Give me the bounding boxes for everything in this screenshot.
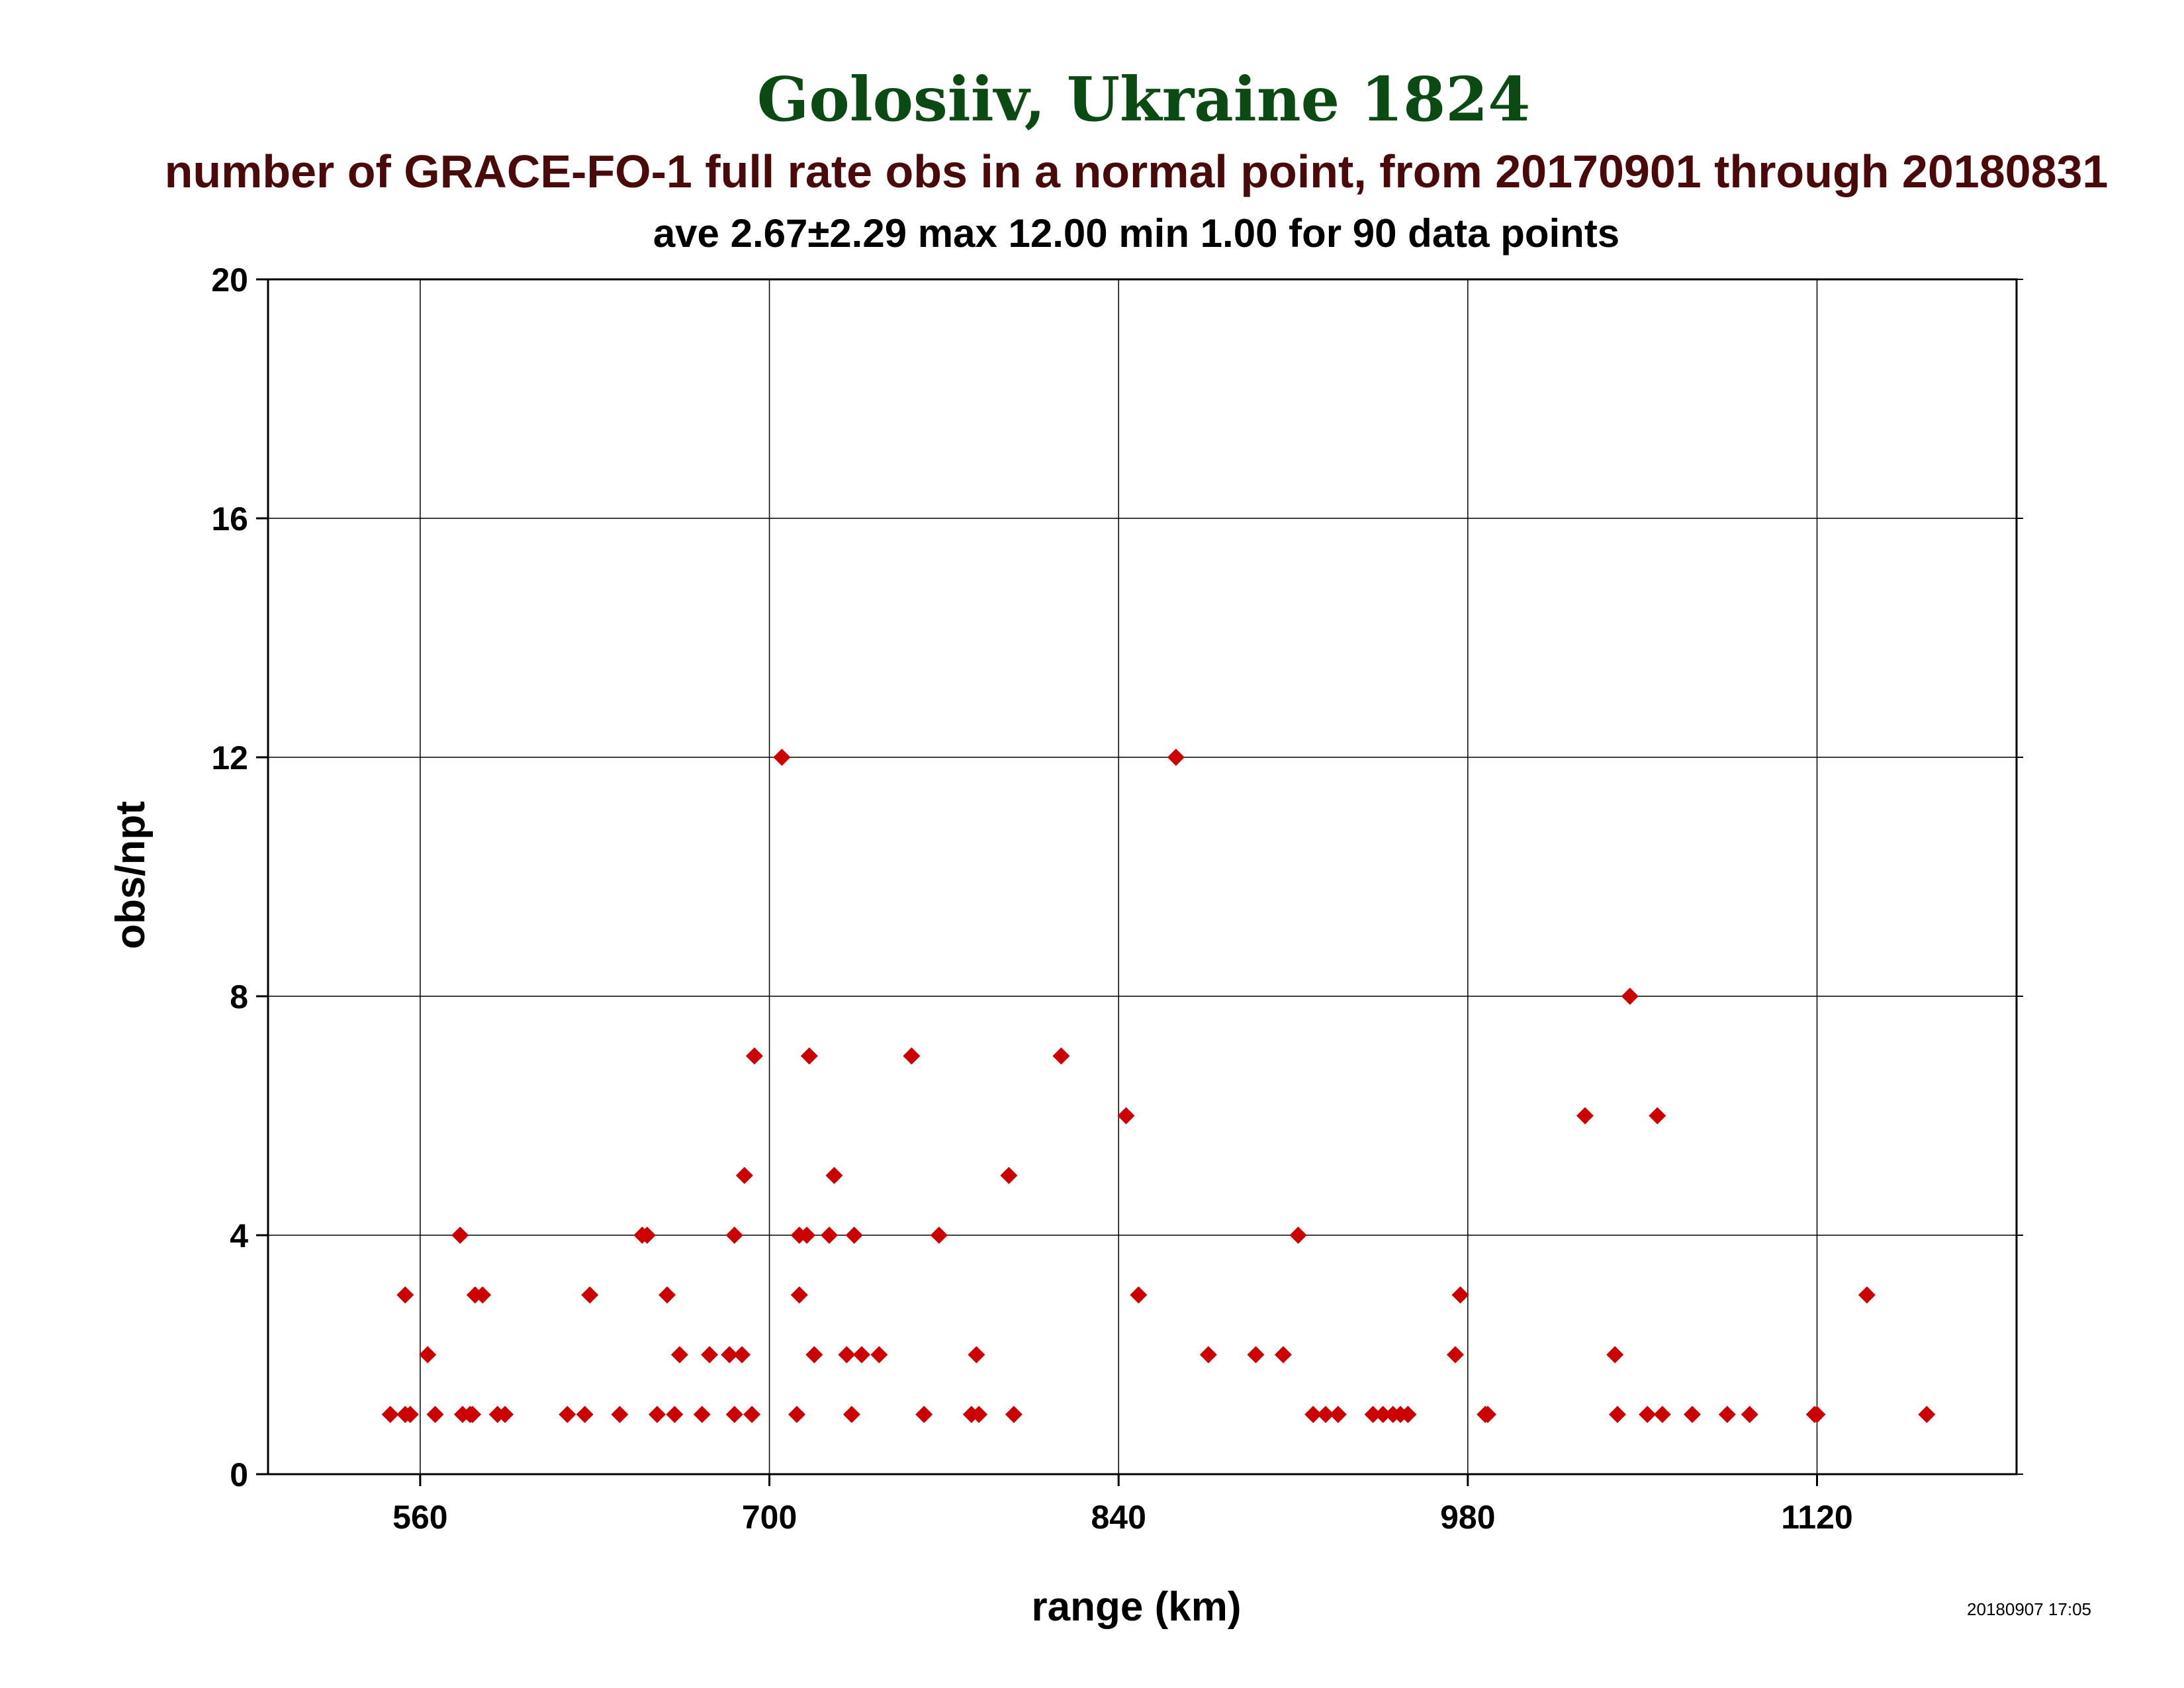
data-point — [1451, 1286, 1469, 1304]
data-point — [1274, 1346, 1292, 1364]
data-point — [474, 1286, 492, 1304]
data-point — [581, 1286, 599, 1304]
data-point — [648, 1405, 666, 1423]
data-point — [1479, 1405, 1496, 1423]
data-point — [496, 1405, 514, 1423]
data-point — [1608, 1405, 1626, 1423]
data-point — [1653, 1405, 1671, 1423]
data-point — [1329, 1405, 1347, 1423]
data-point — [670, 1346, 688, 1364]
x-tick-label: 840 — [1091, 1499, 1146, 1536]
chart-subtitle: number of GRACE-FO-1 full rate obs in a … — [165, 146, 2109, 197]
y-tick-label: 20 — [211, 261, 248, 299]
data-point — [852, 1346, 870, 1364]
data-point — [1130, 1286, 1148, 1304]
y-tick-label: 16 — [211, 500, 248, 538]
data-point — [1446, 1346, 1464, 1364]
data-point — [426, 1405, 444, 1423]
chart-stats-line: ave 2.67±2.29 max 12.00 min 1.00 for 90 … — [653, 211, 1619, 256]
data-point — [733, 1346, 751, 1364]
data-point — [659, 1286, 676, 1304]
data-point — [1718, 1405, 1736, 1423]
data-point — [559, 1405, 576, 1423]
data-point — [725, 1405, 743, 1423]
data-point — [838, 1346, 856, 1364]
data-point — [666, 1405, 684, 1423]
y-tick-label: 0 — [230, 1456, 248, 1493]
data-point — [1247, 1346, 1265, 1364]
data-point — [968, 1346, 985, 1364]
data-point — [915, 1405, 933, 1423]
chart-title: Golosiiv, Ukraine 1824 — [757, 64, 1530, 135]
data-point — [419, 1346, 437, 1364]
data-point — [825, 1166, 843, 1184]
data-point — [451, 1227, 469, 1244]
data-point — [693, 1405, 711, 1423]
data-point — [1289, 1227, 1307, 1244]
data-point — [1684, 1405, 1702, 1423]
data-point — [725, 1227, 743, 1244]
y-axis-ticks: 0 4 8 12 16 20 — [211, 261, 2023, 1493]
plot-frame — [267, 278, 2018, 1476]
data-point — [401, 1405, 419, 1423]
y-tick-label: 12 — [211, 739, 248, 776]
x-tick-label: 980 — [1440, 1499, 1495, 1536]
timestamp: 20180907 17:05 — [1967, 1599, 2091, 1619]
data-point — [1199, 1346, 1217, 1364]
data-point — [1005, 1405, 1023, 1423]
data-point — [464, 1405, 482, 1423]
data-point — [903, 1047, 921, 1065]
data-point — [1808, 1405, 1826, 1423]
data-point — [1576, 1107, 1594, 1125]
x-axis-ticks: 560 700 840 980 1120 — [392, 1474, 1853, 1536]
data-point — [870, 1346, 888, 1364]
data-point — [381, 1405, 399, 1423]
data-point — [396, 1286, 414, 1304]
data-point — [1317, 1405, 1335, 1423]
data-point — [1117, 1107, 1135, 1125]
x-tick-label: 1120 — [1781, 1499, 1852, 1536]
data-point — [735, 1166, 753, 1184]
data-point — [1621, 988, 1639, 1005]
y-tick-label: 4 — [230, 1217, 248, 1254]
data-point — [1918, 1405, 1936, 1423]
data-point — [611, 1405, 629, 1423]
data-point — [721, 1346, 739, 1364]
x-tick-label: 560 — [392, 1499, 447, 1536]
data-point — [1606, 1346, 1624, 1364]
data-point — [845, 1227, 863, 1244]
data-points — [381, 749, 1936, 1423]
data-point — [1639, 1405, 1657, 1423]
data-point — [788, 1405, 806, 1423]
data-point — [1374, 1405, 1392, 1423]
data-point — [798, 1227, 816, 1244]
data-point — [800, 1047, 818, 1065]
y-axis-label: obs/npt — [108, 801, 154, 949]
data-point — [930, 1227, 948, 1244]
y-tick-label: 8 — [230, 978, 248, 1015]
data-point — [1858, 1286, 1876, 1304]
data-point — [1649, 1107, 1666, 1125]
data-point — [743, 1405, 761, 1423]
data-point — [773, 749, 791, 766]
data-point — [805, 1346, 823, 1364]
data-point — [1000, 1166, 1018, 1184]
x-axis-label: range (km) — [1032, 1584, 1242, 1630]
x-tick-label: 700 — [742, 1499, 797, 1536]
data-point — [1399, 1405, 1417, 1423]
data-point — [638, 1227, 656, 1244]
data-point — [1304, 1405, 1322, 1423]
data-point — [1167, 749, 1185, 766]
data-point — [576, 1405, 594, 1423]
data-point — [1364, 1405, 1382, 1423]
data-point — [821, 1227, 839, 1244]
data-point — [970, 1405, 988, 1423]
data-point — [790, 1286, 808, 1304]
data-point — [842, 1405, 860, 1423]
data-point — [701, 1346, 719, 1364]
data-point — [1052, 1047, 1070, 1065]
data-point — [1741, 1405, 1758, 1423]
data-point — [745, 1047, 763, 1065]
